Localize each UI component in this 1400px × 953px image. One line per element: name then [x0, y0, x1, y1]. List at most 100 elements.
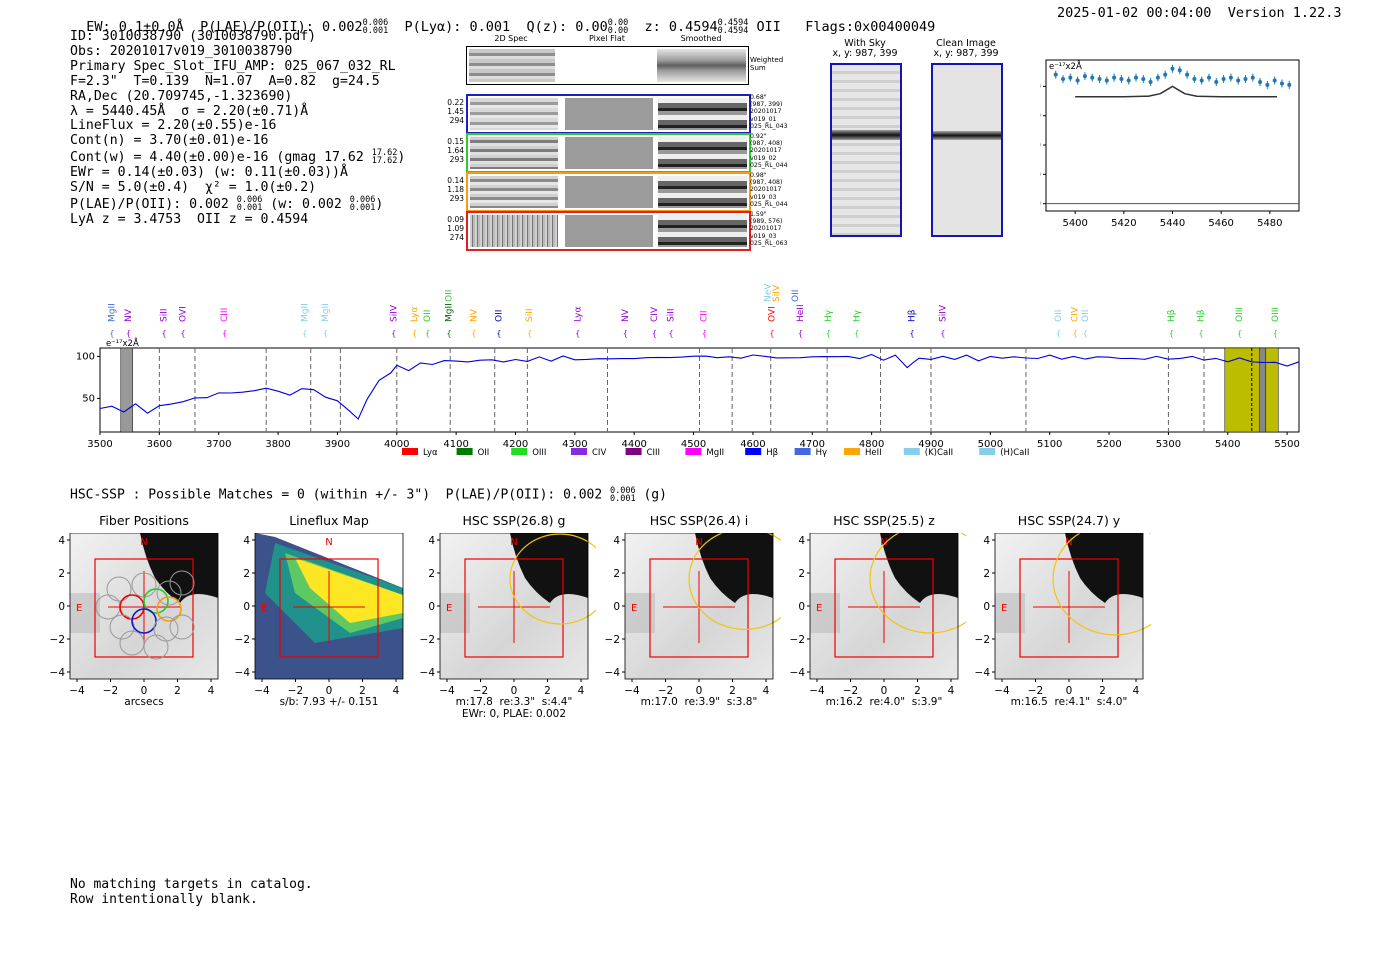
clean-image-heading: Clean Image x, y: 987, 399 — [928, 39, 1004, 59]
spectral-line-brace: { — [702, 329, 707, 338]
spectral-line-label: MgII — [107, 303, 117, 322]
hsc-panel-title: HSC SSP(26.4) i — [649, 513, 749, 528]
info-fit: F=2.3" T=0.139 N=1.07 A=0.82 g=24.5 — [70, 73, 380, 89]
east-indicator: E — [446, 603, 452, 614]
spectral-line-label: SiII — [667, 308, 677, 322]
info-plae-lo: 0.001 — [236, 202, 263, 213]
lineflux-masked-region — [255, 533, 403, 588]
hsc-y-tick-label: 0 — [428, 601, 435, 613]
header-qz-lo: 0.00 — [607, 26, 629, 36]
hsc-panel-caption: s/b: 7.93 +/- 0.151 — [279, 696, 379, 708]
zoom-data-point — [1214, 79, 1219, 84]
spectral-line-label: MgII — [300, 303, 310, 322]
hsc-y-tick-label: 4 — [428, 535, 435, 547]
weighted-sum-2d-image — [469, 49, 555, 82]
hsc-x-tick-label: 0 — [1066, 685, 1073, 697]
hsc-y-tick-label: −2 — [235, 634, 250, 646]
spectral-line-label: NV — [124, 308, 134, 322]
zoom-data-point — [1170, 66, 1175, 71]
zoom-data-point — [1228, 75, 1233, 80]
cutout-stats: 0.22 1.45 294 — [444, 98, 464, 125]
zoom-data-point — [1221, 77, 1226, 82]
spectral-line-label: Hβ — [907, 309, 917, 322]
hsc-panel-caption: m:16.2 re:4.0" s:3.9" — [825, 696, 943, 708]
spectrum-x-tick-label: 5400 — [1215, 439, 1240, 450]
zoom-y-tick-label: 80 — [1040, 81, 1041, 92]
north-indicator: N — [140, 537, 147, 548]
spectrum-line-markers — [158, 348, 1205, 432]
spectrum-x-tick-label: 5000 — [978, 439, 1003, 450]
hsc-y-tick-label: −2 — [975, 634, 990, 646]
hsc-x-tick-label: 0 — [326, 685, 333, 697]
east-indicator: E — [261, 603, 267, 614]
cutout-row — [466, 133, 751, 173]
header-qz: Q(z): 0.00 — [526, 19, 608, 35]
hsc-panel-caption: arcsecs — [124, 696, 164, 708]
hsc-x-tick-label: −2 — [658, 685, 673, 697]
hsc-x-tick-label: −4 — [69, 685, 85, 697]
legend-label: Hγ — [816, 448, 827, 458]
legend-label: HeII — [865, 448, 882, 458]
header-ew: EW: 0.1±0.0Å — [86, 19, 184, 35]
legend-label: MgII — [706, 448, 724, 458]
north-indicator: N — [880, 537, 887, 548]
spectrum-unit-label: e⁻¹⁷x2Å — [106, 337, 139, 349]
spectral-line-brace: { — [1199, 329, 1204, 338]
hsc-panel-image: N E −4 −2 0 2 4 4 2 0 −2 −4 — [420, 533, 596, 697]
zoom-data-point — [1287, 82, 1292, 87]
spectrum-curve — [99, 353, 1300, 420]
clean-image-title: Clean Image — [936, 38, 996, 49]
cutout-stat-value: 293 — [449, 194, 464, 203]
spectral-line-label-upper: OII — [445, 290, 455, 302]
header-z-line: OII — [756, 19, 781, 35]
zoom-x-tick-label: 5420 — [1111, 218, 1136, 229]
zoom-chart-unit-label: e⁻¹⁷x2Å — [1049, 60, 1082, 72]
with-sky-title: With Sky — [844, 38, 886, 49]
hsc-y-tick-label: 2 — [58, 568, 65, 580]
spectral-line-label: OII — [423, 310, 433, 322]
cutout-note-line: 0.98" — [750, 172, 767, 179]
hsc-y-tick-label: −4 — [605, 667, 621, 679]
hsc-panel-image: N E −4 −2 0 2 4 4 2 0 −2 −4 — [605, 533, 781, 697]
zoom-data-point — [1068, 75, 1073, 80]
zoom-data-point — [1243, 77, 1248, 82]
cutout-note-line: 1.59" — [750, 211, 767, 218]
zoom-data-point — [1185, 72, 1190, 77]
aperture-box — [464, 558, 564, 658]
cutout-note-line: (987, 399) — [750, 101, 783, 109]
zoom-data-point — [1148, 79, 1153, 84]
header-plya: P(Lyα): 0.001 — [404, 19, 511, 35]
spectrum-x-axis: 3500 3600 3700 3800 3900 4000 4100 4200 4300 4400… — [87, 432, 1300, 450]
north-indicator: N — [1065, 537, 1072, 548]
hsc-panel-caption: m:17.8 re:3.3" s:4.4" — [455, 696, 573, 708]
legend-label: (K)CaII — [925, 448, 953, 458]
cutout-note-line: (987, 408) — [750, 179, 783, 187]
header-plae-hi: 0.006 — [362, 18, 389, 28]
spectral-line-brace: { — [412, 329, 417, 338]
aperture-box — [834, 558, 934, 658]
cutout-note-line: (987, 408) — [750, 140, 783, 148]
info-plae-w-hi: 0.006 — [349, 194, 376, 205]
cutout-note-line: (989, 576) — [750, 218, 783, 226]
spectral-line-brace: { — [496, 329, 501, 338]
hsc-x-tick-label: −2 — [103, 685, 118, 697]
spectral-line-label: SiIV — [389, 304, 399, 322]
aperture-box — [1019, 558, 1119, 658]
legend-label: CIV — [592, 448, 606, 458]
spectral-line-label: HeII — [796, 304, 806, 322]
zoom-data-point — [1199, 78, 1204, 83]
zoom-y-axis: 0 20 40 60 80 — [1040, 81, 1046, 210]
zoom-data-point — [1090, 75, 1095, 80]
hsc-y-tick-label: 4 — [58, 535, 65, 547]
cutout-smoothed-image — [658, 137, 747, 169]
spectral-line-label: Lyα — [410, 306, 420, 322]
cutout-note-line: 025_RL_044 — [750, 200, 788, 208]
hsc-y-tick-label: 0 — [983, 601, 990, 613]
spectrum-legend: Lyα OII OIII CIV CIII MgII Hβ Hγ HeII (K)CaII (H)C… — [402, 448, 1029, 458]
spectrum-x-tick-label: 5500 — [1274, 439, 1299, 450]
cutout-stat-value: 0.09 — [447, 215, 464, 224]
hsc-y-tick-label: 2 — [243, 568, 250, 580]
cutout-2d-spec-image — [470, 137, 558, 169]
cutout-note: 1.59" (989, 576) 20201017 v019_03 025_RL_063 — [750, 211, 796, 247]
spectral-line-brace: { — [1073, 329, 1078, 338]
